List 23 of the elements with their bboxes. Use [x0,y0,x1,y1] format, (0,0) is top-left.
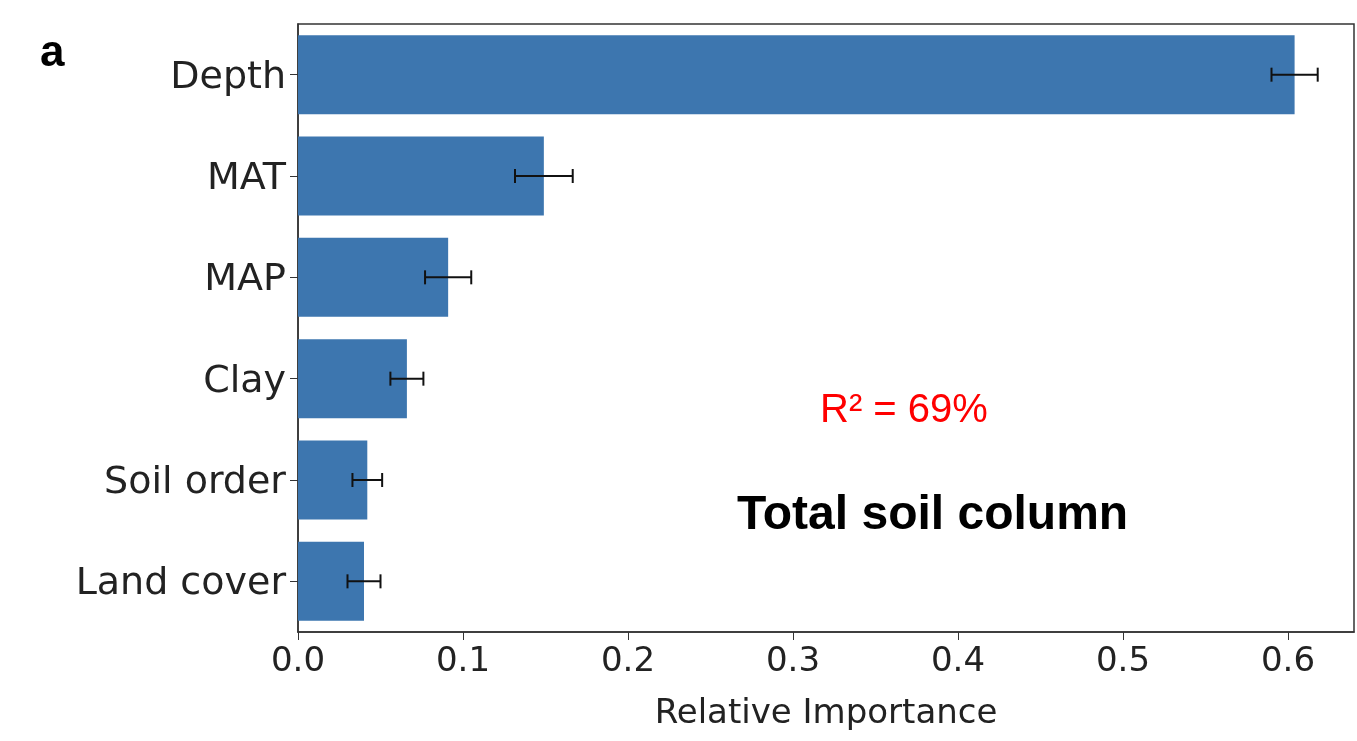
bar [298,35,1295,115]
text: a [40,25,65,75]
y-tick-label: Soil order [104,458,287,502]
x-tick-label: 0.5 [1095,639,1151,679]
x-tick-label: 0.1 [435,639,491,679]
annotation: R² = 69% [820,386,988,430]
x-axis-title: Relative Importance [654,691,998,731]
y-tick-label: Clay [203,356,286,401]
x-tick-label: 0.0 [270,639,326,679]
bar [298,136,544,216]
bar [298,339,407,419]
x-tick-label: 0.3 [765,639,821,679]
x-tick-label: 0.2 [600,639,656,679]
y-tick-label: Land cover [75,559,287,604]
bar [298,440,368,520]
x-tick-label: 0.6 [1260,639,1316,679]
y-tick-label: MAT [206,154,287,198]
bar [298,237,449,317]
y-tick-label: MAP [204,255,286,300]
y-tick-label: Depth [170,52,286,97]
x-tick-label: 0.4 [930,639,986,679]
bar [298,541,364,621]
annotation: Total soil column [737,485,1129,539]
